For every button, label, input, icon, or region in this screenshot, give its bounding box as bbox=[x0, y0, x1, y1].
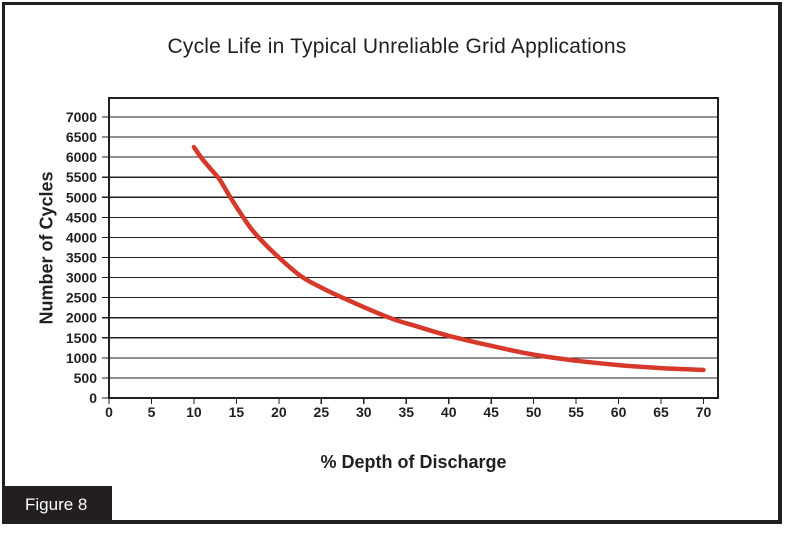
x-tick-label-15: 15 bbox=[229, 404, 245, 420]
y-tick-label-4500: 4500 bbox=[66, 209, 97, 225]
x-tick-label-45: 45 bbox=[483, 404, 499, 420]
x-tick-label-10: 10 bbox=[186, 404, 202, 420]
figure-badge: Figure 8 bbox=[2, 486, 112, 524]
y-tick-label-6500: 6500 bbox=[66, 129, 97, 145]
y-tick-label-5000: 5000 bbox=[66, 189, 97, 205]
x-tick-label-55: 55 bbox=[568, 404, 584, 420]
x-tick-label-50: 50 bbox=[526, 404, 542, 420]
outer-frame bbox=[2, 2, 782, 524]
y-tick-label-3000: 3000 bbox=[66, 270, 97, 286]
x-tick-label-0: 0 bbox=[105, 404, 113, 420]
x-axis-title: % Depth of Discharge bbox=[320, 452, 507, 472]
x-tick-label-70: 70 bbox=[696, 404, 712, 420]
x-tick-label-20: 20 bbox=[271, 404, 287, 420]
y-tick-label-4000: 4000 bbox=[66, 229, 97, 245]
chart-title: Cycle Life in Typical Unreliable Grid Ap… bbox=[167, 35, 627, 58]
x-tick-label-30: 30 bbox=[356, 404, 372, 420]
y-tick-label-3500: 3500 bbox=[66, 250, 97, 266]
x-tick-label-40: 40 bbox=[441, 404, 457, 420]
x-tick-label-5: 5 bbox=[148, 404, 156, 420]
y-tick-label-7000: 7000 bbox=[66, 109, 97, 125]
y-tick-label-5500: 5500 bbox=[66, 169, 97, 185]
x-tick-label-60: 60 bbox=[611, 404, 627, 420]
y-tick-label-500: 500 bbox=[74, 370, 98, 386]
plot-frame bbox=[108, 97, 719, 399]
y-tick-label-1500: 1500 bbox=[66, 330, 97, 346]
figure-label: Figure 8 bbox=[25, 495, 88, 514]
y-tick-label-6000: 6000 bbox=[66, 149, 97, 165]
cycle-life-curve bbox=[191, 144, 706, 373]
x-tick-label-35: 35 bbox=[398, 404, 414, 420]
y-tick-label-0: 0 bbox=[89, 390, 97, 406]
y-tick-label-1000: 1000 bbox=[66, 350, 97, 366]
y-tick-label-2500: 2500 bbox=[66, 290, 97, 306]
y-tick-label-2000: 2000 bbox=[66, 310, 97, 326]
x-tick-label-65: 65 bbox=[653, 404, 669, 420]
x-tick-label-25: 25 bbox=[314, 404, 330, 420]
